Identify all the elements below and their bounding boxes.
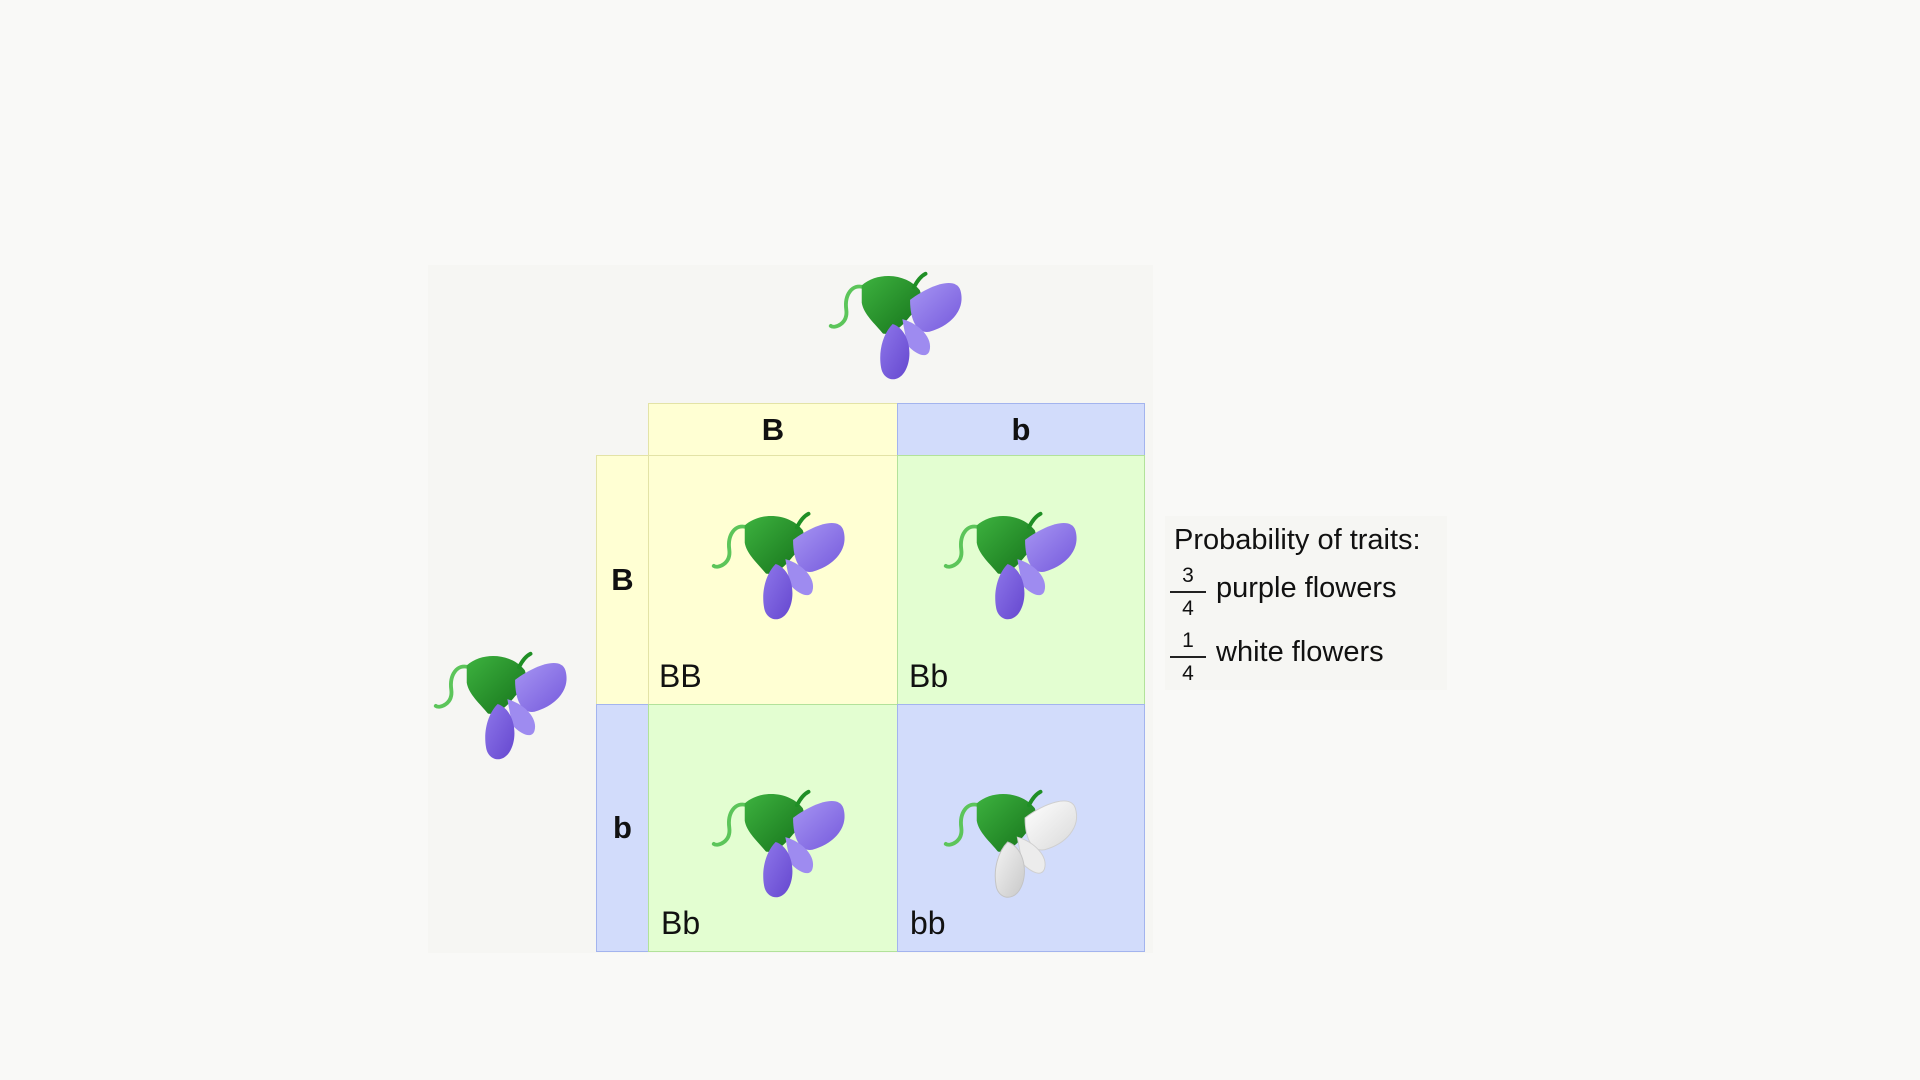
genotype-label: Bb	[661, 905, 701, 941]
genotype-label: Bb	[909, 658, 949, 694]
parent-top-flower-icon	[825, 265, 970, 383]
probability-legend: Probability of traits: 3 4 purple flower…	[1165, 516, 1447, 690]
fraction-numerator: 3	[1182, 564, 1194, 587]
side-allele-cell-1	[596, 455, 649, 705]
side-allele-2: b	[613, 810, 632, 845]
fraction-denominator: 4	[1182, 662, 1194, 685]
fraction-bar	[1170, 656, 1206, 658]
side-allele-1: B	[611, 562, 634, 597]
purple-flower-icon	[708, 783, 853, 901]
top-allele-2: b	[1011, 411, 1031, 447]
fraction-denominator: 4	[1182, 597, 1194, 620]
purple-flower-icon	[708, 505, 853, 623]
fraction-numerator: 1	[1182, 629, 1194, 652]
fraction-white: 1 4	[1170, 627, 1206, 687]
white-flower-icon	[940, 783, 1085, 901]
legend-title: Probability of traits:	[1174, 524, 1421, 556]
fraction-bar	[1170, 591, 1206, 593]
genotype-label: BB	[659, 658, 702, 694]
parent-left-flower-icon	[430, 645, 575, 763]
fraction-purple: 3 4	[1170, 562, 1206, 622]
top-allele-cell-1	[648, 403, 898, 456]
trait-label-purple: purple flowers	[1216, 572, 1397, 604]
trait-label-white: white flowers	[1216, 636, 1384, 668]
purple-flower-icon	[940, 505, 1085, 623]
top-allele-1: B	[761, 411, 785, 447]
side-allele-cell-2	[596, 704, 649, 952]
genotype-label: bb	[910, 905, 946, 941]
